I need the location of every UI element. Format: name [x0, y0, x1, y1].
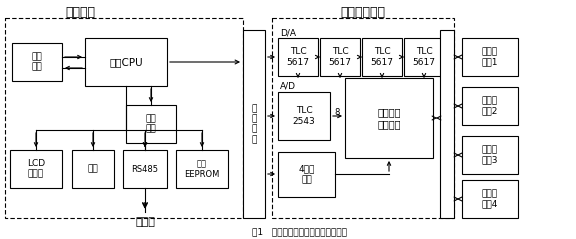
Text: 化成充
電機3: 化成充 電機3 — [482, 145, 498, 165]
Bar — [278, 92, 330, 140]
Text: 光耦
隔離: 光耦 隔離 — [146, 114, 156, 134]
Text: 主控CPU: 主控CPU — [109, 57, 143, 67]
Bar — [320, 38, 360, 76]
Bar — [123, 150, 167, 188]
Text: TLC
5617: TLC 5617 — [412, 47, 435, 67]
Bar — [440, 30, 454, 218]
Bar — [345, 78, 433, 158]
Bar — [462, 38, 518, 76]
Text: 8: 8 — [334, 108, 340, 116]
Bar — [462, 136, 518, 174]
Bar — [272, 18, 454, 218]
Bar — [5, 18, 243, 218]
Text: 化成充
電機2: 化成充 電機2 — [482, 96, 498, 116]
Text: 復位
保護: 復位 保護 — [32, 52, 43, 72]
Bar — [243, 30, 265, 218]
Bar — [176, 150, 228, 188]
Bar — [10, 150, 62, 188]
Text: TLC
5617: TLC 5617 — [328, 47, 351, 67]
Text: TLC
5617: TLC 5617 — [370, 47, 393, 67]
Bar — [462, 180, 518, 218]
Text: TLC
5617: TLC 5617 — [286, 47, 309, 67]
Text: 化成充
電機4: 化成充 電機4 — [482, 189, 498, 209]
Text: LCD
顯示器: LCD 顯示器 — [27, 159, 45, 179]
Text: 上位機: 上位機 — [135, 217, 155, 227]
Bar — [278, 38, 318, 76]
Text: 串行
EEPROM: 串行 EEPROM — [184, 159, 219, 179]
Bar — [72, 150, 114, 188]
Text: D/A: D/A — [280, 28, 296, 38]
Text: A/D: A/D — [280, 81, 296, 91]
Text: 光
耦
隔
離: 光 耦 隔 離 — [251, 104, 257, 144]
Text: 過程處理模塊: 過程處理模塊 — [340, 5, 385, 18]
Text: 輸入輸出
調理電路: 輸入輸出 調理電路 — [377, 107, 401, 129]
Bar — [12, 43, 62, 81]
Bar — [462, 87, 518, 125]
Bar — [404, 38, 444, 76]
Text: TLC
2543: TLC 2543 — [293, 106, 316, 126]
Text: RS485: RS485 — [131, 164, 158, 174]
Text: 4路開
關量: 4路開 關量 — [298, 165, 314, 184]
Text: 化成充
電機1: 化成充 電機1 — [482, 47, 498, 67]
Bar — [85, 38, 167, 86]
Text: 鍵盤: 鍵盤 — [88, 164, 98, 174]
Bar — [126, 105, 176, 143]
Bar — [278, 152, 335, 197]
Text: 圖1   化成充放電控制器的硬件結構圖: 圖1 化成充放電控制器的硬件結構圖 — [252, 228, 347, 237]
Text: 主控模塊: 主控模塊 — [65, 5, 95, 18]
Bar — [362, 38, 402, 76]
